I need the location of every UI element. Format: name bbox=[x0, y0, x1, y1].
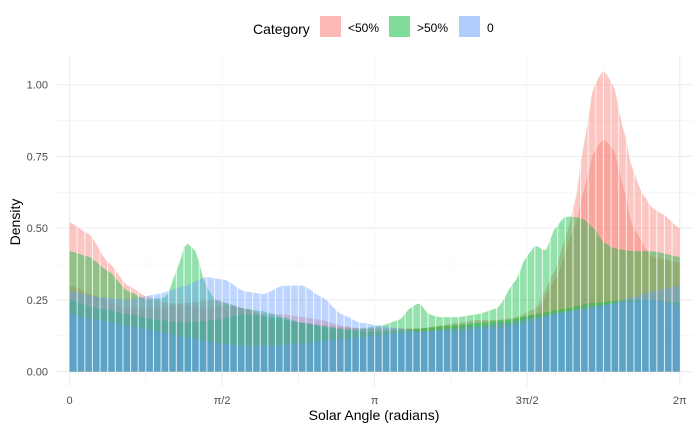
legend-label-1: >50% bbox=[417, 21, 448, 35]
y-axis-ticks: 0.00 0.25 0.50 0.75 1.00 bbox=[27, 80, 48, 379]
y-tick-label: 0.25 bbox=[27, 295, 48, 307]
y-tick-label: 1.00 bbox=[27, 80, 48, 92]
x-tick-label: π/2 bbox=[214, 395, 231, 407]
x-axis-ticks: 0 π/2 π 3π/2 2π bbox=[67, 395, 687, 407]
density-bars bbox=[76, 56, 673, 372]
y-tick-label: 0.50 bbox=[27, 223, 48, 235]
legend-key-0 bbox=[320, 16, 341, 37]
legend-items: <50% >50% 0 bbox=[320, 16, 494, 37]
legend-key-1 bbox=[389, 16, 410, 37]
legend-key-2 bbox=[459, 16, 480, 37]
x-tick-label: 2π bbox=[673, 395, 687, 407]
legend-label-2: 0 bbox=[487, 21, 494, 35]
y-tick-label: 0.75 bbox=[27, 151, 48, 163]
legend-title: Category bbox=[253, 21, 310, 37]
y-tick-label: 0.00 bbox=[27, 367, 48, 379]
x-axis-title: Solar Angle (radians) bbox=[309, 407, 440, 423]
x-tick-label: 3π/2 bbox=[516, 395, 539, 407]
x-tick-label: 0 bbox=[67, 395, 73, 407]
x-tick-label: π bbox=[371, 395, 379, 407]
y-axis-title: Density bbox=[7, 199, 23, 246]
legend-label-0: <50% bbox=[348, 21, 379, 35]
legend: Category <50% >50% 0 bbox=[253, 16, 494, 37]
